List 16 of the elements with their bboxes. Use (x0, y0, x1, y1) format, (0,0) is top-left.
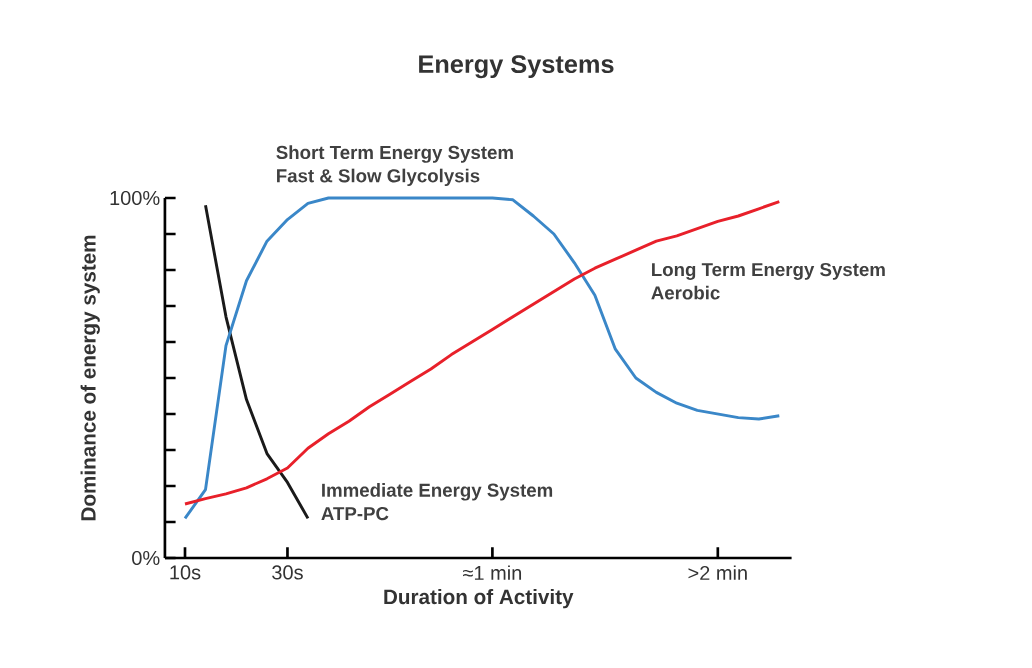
x-tick-label: >2 min (688, 565, 747, 580)
y-tick-label: 0% (132, 550, 160, 566)
x-tick-label: 30s (272, 565, 303, 580)
annotation: ATP-PC (321, 506, 389, 521)
chart-title: Energy Systems (419, 55, 614, 79)
series-label: Immediate Energy System (322, 483, 553, 501)
annotation: Aerobic (651, 285, 720, 300)
y-axis-title: Dominance of energy system (80, 235, 100, 521)
y-tick-label: 100% (110, 190, 160, 206)
text: Fast & Slow Glycolysis (277, 168, 480, 187)
line-series (204, 203, 310, 520)
series-label: Short Term Energy System (276, 145, 513, 163)
x-axis-title: Duration of Activity (384, 589, 574, 609)
x-tick-label: 10s (170, 565, 201, 580)
x-tick-label: ≈1 min (463, 565, 522, 580)
series-label: Long Term Energy System (652, 262, 885, 280)
